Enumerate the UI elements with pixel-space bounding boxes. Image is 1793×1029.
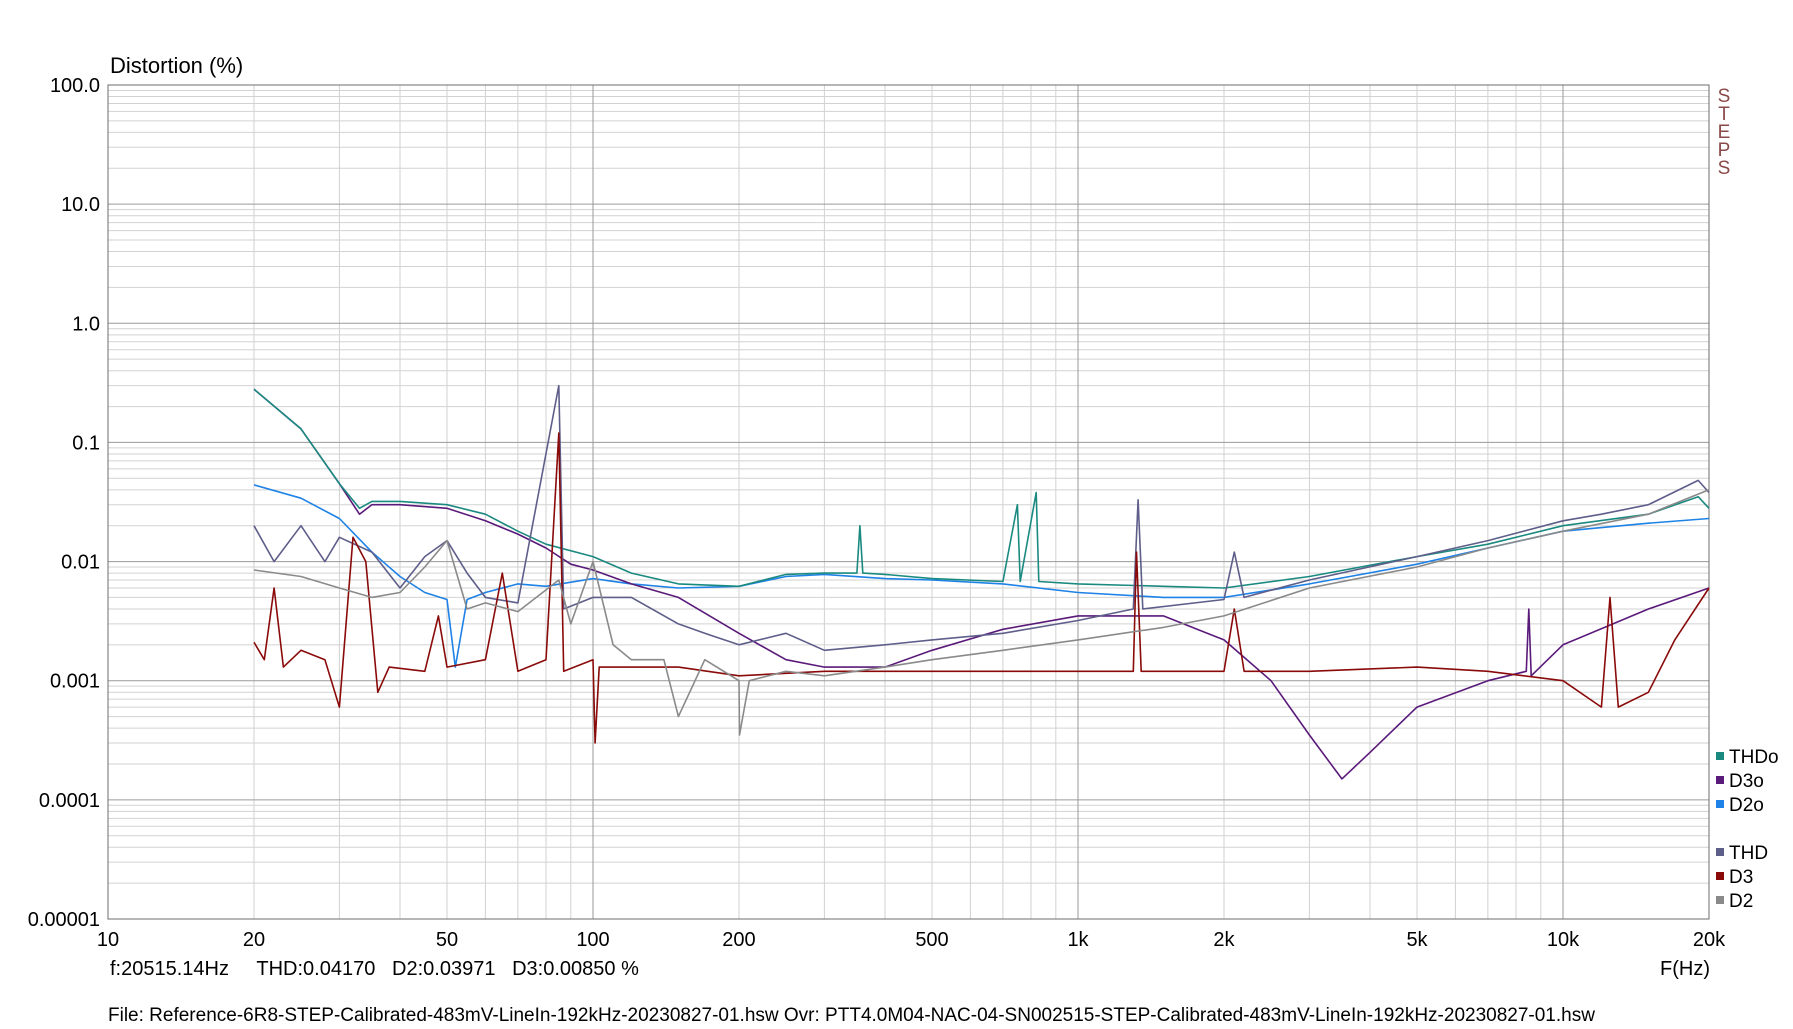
legend-swatch [1716,800,1724,808]
y-tick-label: 1.0 [72,313,100,335]
y-tick-labels: 100.0 10.0 1.0 0.1 0.01 0.001 0.0001 0.00001 [28,75,100,931]
plot-frame [107,84,1710,920]
legend-label: D2o [1729,795,1764,816]
x-tick-label: 500 [915,929,948,951]
x-tick-label: 2k [1213,929,1235,951]
major-grid [107,85,1709,920]
legend-swatch [1716,848,1724,856]
x-tick-labels: 10 20 50 100 200 500 1k 2k 5k 10k 20k [97,929,1726,951]
legend-label: D3o [1729,771,1764,792]
x-tick-label: 10k [1547,929,1580,951]
y-tick-label: 0.001 [50,671,100,693]
side-label-letter: T [1718,104,1730,125]
series-line-thdo [253,388,1710,589]
legend-label: THDo [1729,747,1779,768]
x-tick-label: 20k [1693,929,1726,951]
y-tick-label: 100.0 [50,75,100,97]
series-layer [253,384,1710,780]
series-line-thd [253,384,1710,652]
x-axis-title: F(Hz) [1660,958,1710,980]
x-tick-label: 1k [1067,929,1089,951]
series-line-d2 [253,489,1710,736]
y-tick-label: 0.01 [61,552,100,574]
side-label-letter: S [1718,158,1731,179]
legend-label: THD [1729,843,1768,864]
y-tick-label: 10.0 [61,194,100,216]
side-label-letter: P [1718,140,1731,161]
legend-label: D3 [1729,867,1753,888]
x-tick-label: 5k [1406,929,1428,951]
legend-swatch [1716,776,1724,784]
legend-swatch [1716,752,1724,760]
x-tick-label: 20 [243,929,265,951]
legend-swatch [1716,872,1724,880]
x-tick-label: 50 [436,929,458,951]
file-footer: File: Reference-6R8-STEP-Calibrated-483m… [108,1005,1595,1026]
series-line-d2o [253,484,1710,668]
legend: THDo D3o D2o THD D3 D2 [1716,747,1779,912]
side-label-letter: S [1718,86,1731,107]
y-tick-label: 0.0001 [39,790,100,812]
x-tick-label: 10 [97,929,119,951]
legend-label: D2 [1729,891,1753,912]
side-label-letter: E [1718,122,1731,143]
cursor-readout: f:20515.14Hz THD:0.04170 D2:0.03971 D3:0… [110,958,639,980]
x-tick-label: 100 [576,929,609,951]
x-tick-label: 200 [722,929,755,951]
minor-grid [108,85,1710,919]
series-line-d3 [253,432,1710,744]
y-axis-title: Distortion (%) [110,53,243,78]
y-tick-label: 0.1 [72,432,100,454]
y-tick-label: 0.00001 [28,909,100,931]
legend-swatch [1716,896,1724,904]
